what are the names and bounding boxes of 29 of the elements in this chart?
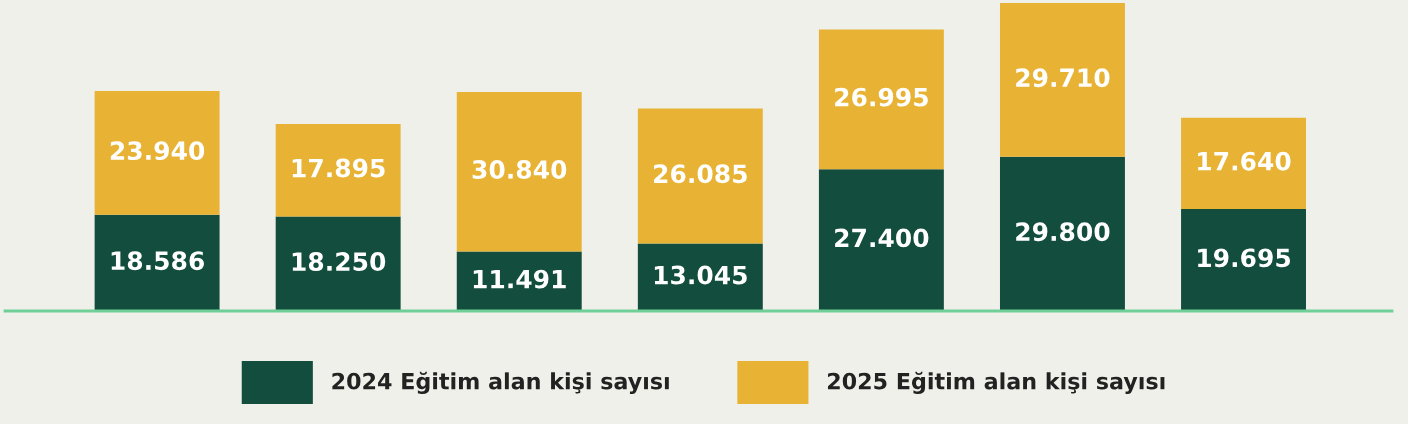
data-label: 18.586 <box>111 251 204 271</box>
data-label: 26.995 <box>835 87 928 107</box>
bar <box>94 214 220 311</box>
bar <box>456 91 582 252</box>
bar <box>999 156 1125 311</box>
bar <box>637 108 763 244</box>
legend-label: 2024 Eğitim alan kişi sayısı <box>332 371 669 395</box>
data-label: 29.710 <box>1016 68 1110 88</box>
bar <box>275 123 401 217</box>
data-label: 13.045 <box>654 265 747 285</box>
bar <box>818 29 944 170</box>
data-label: 29.800 <box>1016 222 1110 242</box>
data-label: 11.491 <box>473 269 566 289</box>
bar <box>637 243 763 311</box>
data-label: 18.250 <box>292 252 386 272</box>
bar <box>999 3 1125 157</box>
bar <box>1181 209 1306 311</box>
bar <box>94 90 220 215</box>
data-label: 19.695 <box>1198 248 1291 268</box>
bar <box>818 169 944 311</box>
data-label: 17.895 <box>292 158 385 178</box>
data-label: 27.400 <box>835 228 929 248</box>
data-label: 30.840 <box>472 160 567 179</box>
data-label: 17.640 <box>1198 151 1291 171</box>
bar <box>275 216 401 311</box>
bar <box>1181 117 1306 210</box>
legend-label: 2025 Eğitim alan kişi sayısı <box>827 371 1165 395</box>
data-label: 23.940 <box>110 141 205 161</box>
data-label: 26.085 <box>654 164 747 184</box>
